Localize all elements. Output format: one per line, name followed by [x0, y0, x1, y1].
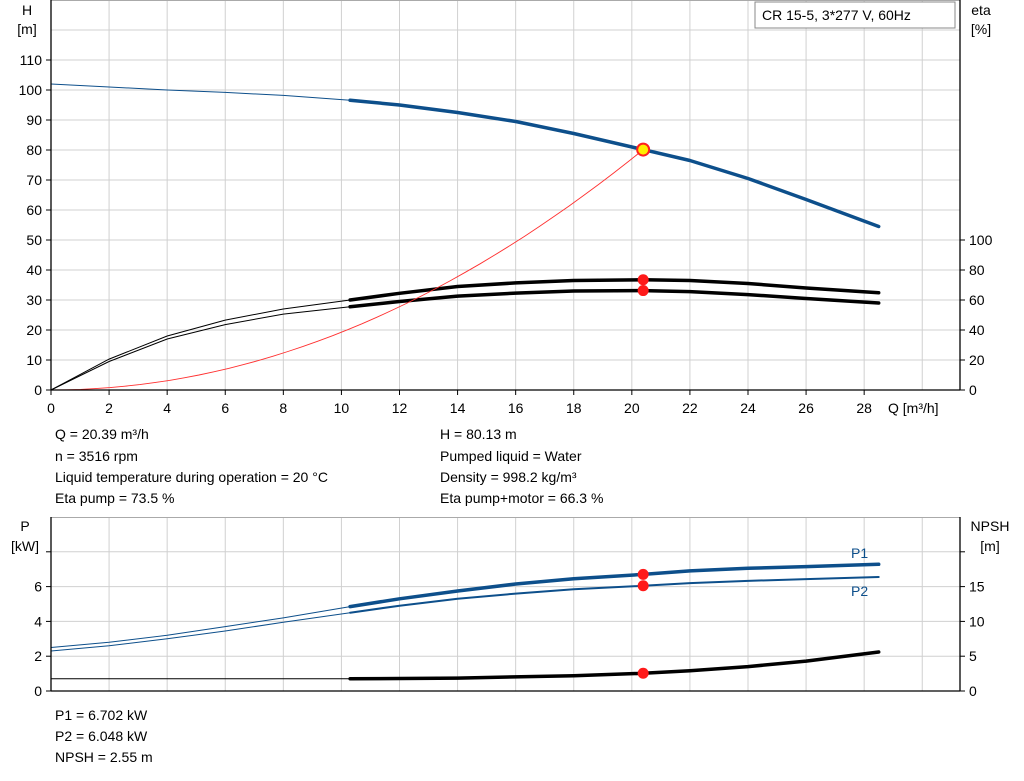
y-tick-label-left: 0: [34, 382, 42, 398]
y-tick-label-left: 10: [26, 352, 42, 368]
curve-eta-pump-extended: [50, 299, 351, 391]
y-tick-label-right: 0: [969, 683, 977, 699]
x-tick-label: 18: [566, 400, 582, 416]
x-tick-label: 4: [163, 400, 171, 416]
info-npsh: NPSH = 2.55 m: [55, 749, 153, 765]
curves: [50, 83, 881, 681]
curve-P1: [348, 562, 881, 609]
info-bottom: P1 = 6.702 kW P2 = 6.048 kW NPSH = 2.55 …: [55, 707, 153, 765]
x-axis-label: Q [m³/h]: [888, 400, 939, 416]
info-n: n = 3516 rpm: [55, 448, 138, 464]
x-tick-label: 14: [450, 400, 466, 416]
info-h: H = 80.13 m: [440, 426, 517, 442]
head-plot-grid: [51, 0, 960, 390]
op-point-eta-pump-motor: [637, 285, 649, 297]
op-point-head: [636, 142, 651, 157]
info-p1: P1 = 6.702 kW: [55, 707, 148, 723]
y-tick-label-left: 40: [26, 262, 42, 278]
y-tick-label-left: 110: [20, 52, 43, 68]
h-axis-label: H: [22, 2, 32, 18]
op-point-eta-pump: [637, 274, 649, 286]
y-tick-label-right: 20: [969, 352, 985, 368]
x-tick-label: 8: [279, 400, 287, 416]
op-point-p1: [637, 568, 649, 580]
info-liquid-temp: Liquid temperature during operation = 20…: [55, 469, 328, 485]
x-tick-label: 28: [856, 400, 872, 416]
y-tick-label-left: 30: [26, 292, 42, 308]
info-eta-pump: Eta pump = 73.5 %: [55, 490, 174, 506]
axes: [46, 0, 965, 692]
y-tick-label-left: 50: [26, 232, 42, 248]
x-tick-label: 16: [508, 400, 524, 416]
y-tick-label-left: 2: [34, 648, 42, 664]
curve-eta-pump-motor-extended: [50, 306, 351, 391]
x-tick-label: 26: [798, 400, 814, 416]
p-axis-label: P: [20, 518, 29, 534]
y-tick-label-left: 0: [34, 683, 42, 699]
op-point-p2: [637, 580, 649, 592]
curve-eta-pump: [348, 278, 881, 302]
y-tick-label-left: 6: [34, 579, 42, 595]
curve-P1-extended: [50, 606, 351, 648]
info-q: Q = 20.39 m³/h: [55, 426, 149, 442]
y-tick-label-right: 80: [969, 262, 985, 278]
y-tick-label-left: 4: [34, 613, 42, 629]
y-tick-label-right: 60: [969, 292, 985, 308]
y-tick-label-left: 20: [26, 322, 42, 338]
eta-axis-unit: [%]: [971, 21, 991, 37]
info-eta-pump-motor: Eta pump+motor = 66.3 %: [440, 490, 603, 506]
x-tick-label: 12: [392, 400, 408, 416]
y-tick-label-right: 15: [969, 579, 985, 595]
x-tick-label: 6: [221, 400, 229, 416]
x-tick-label: 0: [47, 400, 55, 416]
x-tick-label: 10: [334, 400, 350, 416]
x-tick-label: 22: [682, 400, 698, 416]
eta-axis-label: eta: [971, 2, 991, 18]
title-box: [754, 1, 956, 29]
curve-head: [348, 98, 881, 229]
info-density: Density = 998.2 kg/m³: [440, 469, 577, 485]
p-axis-unit: [kW]: [11, 538, 39, 554]
curve-head-extended: [50, 83, 351, 101]
y-tick-label-right: 0: [969, 382, 977, 398]
curve-P2: [349, 576, 880, 614]
y-tick-label-right: 10: [969, 613, 985, 629]
op-point-npsh: [637, 667, 649, 679]
info-p2: P2 = 6.048 kW: [55, 728, 148, 744]
x-tick-label: 2: [105, 400, 113, 416]
y-tick-label-right: 100: [969, 232, 993, 248]
x-tick-label: 24: [740, 400, 756, 416]
y-tick-label-left: 100: [19, 82, 43, 98]
npsh-axis-unit: [m]: [980, 538, 999, 554]
y-tick-label-left: 60: [26, 202, 42, 218]
curve-NPSH: [348, 650, 881, 681]
y-tick-label-left: 90: [26, 112, 42, 128]
npsh-axis-label: NPSH: [971, 518, 1010, 534]
curve-system-curve: [50, 149, 644, 391]
info-pumped-liquid: Pumped liquid = Water: [440, 448, 582, 464]
legend-p2: P2: [851, 583, 868, 599]
y-tick-label-right: 5: [969, 648, 977, 664]
title-box-text: CR 15-5, 3*277 V, 60Hz: [762, 7, 911, 23]
curve-P2-extended: [50, 612, 351, 652]
y-tick-label-right: 40: [969, 322, 985, 338]
info-top: Q = 20.39 m³/h n = 3516 rpm Liquid tempe…: [55, 426, 603, 506]
h-axis-unit: [m]: [17, 21, 36, 37]
power-plot-grid: [51, 517, 960, 691]
y-tick-label-left: 70: [26, 172, 42, 188]
curve-eta-pump-motor: [348, 288, 881, 309]
y-tick-label-left: 80: [26, 142, 42, 158]
legend-p1: P1: [851, 545, 868, 561]
x-tick-label: 20: [624, 400, 640, 416]
